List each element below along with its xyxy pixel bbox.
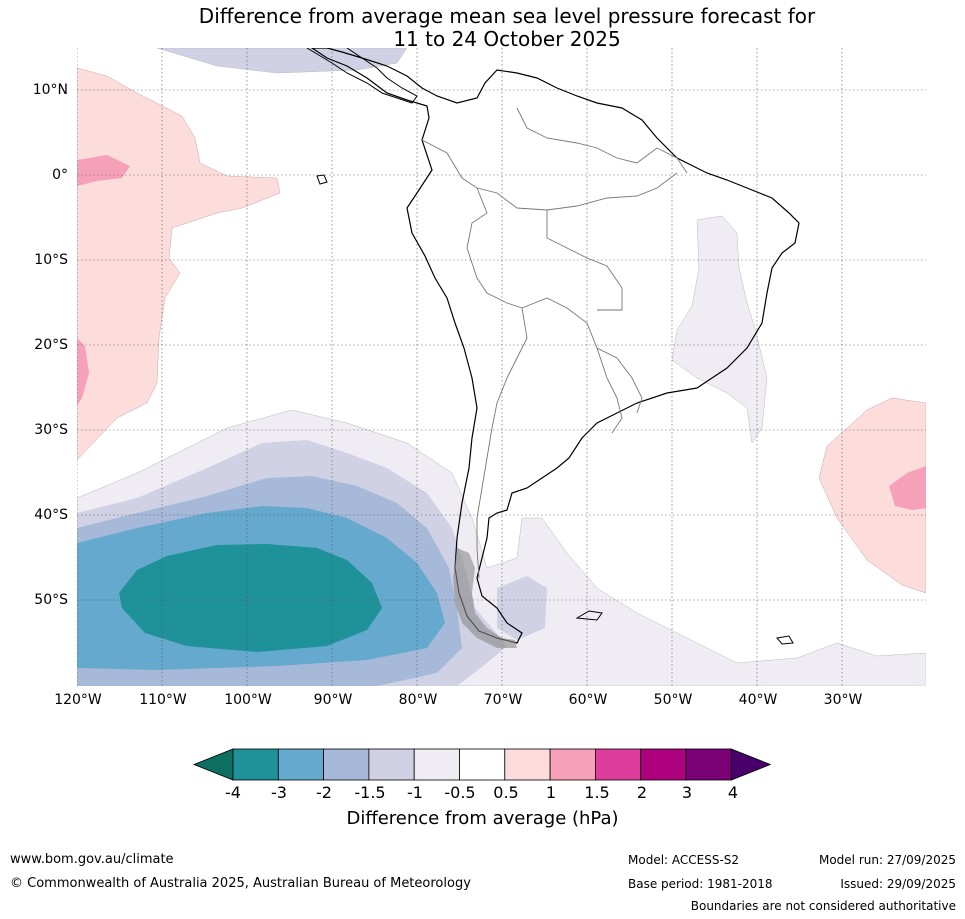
colorbar-cell [549,748,596,781]
colorbar-tick-7: 1 [545,783,557,802]
colorbar-cell [594,748,642,781]
lon-label-50w: 50°W [653,692,693,708]
positive-anomaly-east [818,397,926,594]
map-plot[interactable] [77,48,926,686]
colorbar-tick-3: -1.5 [354,783,386,802]
graticule [77,48,926,686]
patagonia-islands [453,548,517,648]
colorbar-tick-8: 1.5 [584,783,610,802]
colorbar-cell [640,748,687,781]
negative-anomaly-north [156,48,408,74]
positive-anomaly-west [77,67,281,461]
colorbar-tick-4: -1 [407,783,423,802]
colorbar-cell [504,748,551,781]
footer-copyright: © Commonwealth of Australia 2025, Austra… [10,876,471,891]
lat-label-20s: 20°S [34,337,68,353]
colorbar-label: Difference from average (hPa) [346,808,619,829]
colorbar-cell [277,748,325,781]
colorbar-cell [685,748,732,781]
colorbar-tick-2: -2 [316,783,332,802]
negative-anomaly-brazil [671,215,768,444]
pressure-anomaly-map [77,48,926,686]
colorbar-tick-0: -4 [225,783,241,802]
colorbar-extend-low [192,748,234,781]
lat-label-40s: 40°S [34,507,68,523]
country-borders [421,107,688,579]
lat-label-0: 0° [52,167,68,183]
lon-label-110w: 110°W [139,692,187,708]
footer-base-period: Base period: 1981-2018 [628,877,773,891]
colorbar-tick-6: 0.5 [493,783,519,802]
colorbar-tick-1: -3 [271,783,287,802]
south-america-coastline [310,48,800,644]
lon-label-60w: 60°W [568,692,608,708]
title-line-1: Difference from average mean sea level p… [198,4,816,28]
lon-label-80w: 80°W [398,692,438,708]
footer-model: Model: ACCESS-S2 [628,853,740,867]
map-title: Difference from average mean sea level p… [0,5,965,51]
colorbar-extend-high [730,748,772,781]
lon-label-40w: 40°W [738,692,778,708]
lon-label-70w: 70°W [483,692,523,708]
lat-label-10n: 10°N [32,82,68,98]
colorbar-cell [459,748,506,781]
positive-anomaly-west-core-equator [77,155,130,186]
colorbar-tick-5: -0.5 [444,783,476,802]
footer-website[interactable]: www.bom.gov.au/climate [10,852,174,867]
islands [316,174,794,645]
lat-label-50s: 50°S [34,592,68,608]
lat-label-10s: 10°S [34,252,68,268]
footer-issued: Issued: 29/09/2025 [840,877,956,891]
colorbar-cell [323,748,370,781]
colorbar-cell [413,748,460,781]
colorbar-tick-9: 2 [636,783,648,802]
lon-label-120w: 120°W [54,692,102,708]
colorbar-cell [232,748,279,781]
lon-label-90w: 90°W [313,692,353,708]
positive-anomaly-east-core [889,466,926,510]
lon-label-30w: 30°W [823,692,863,708]
negative-anomaly-level-5 [119,544,382,652]
colorbar-tick-11: 4 [727,783,739,802]
lon-label-100w: 100°W [224,692,272,708]
colorbar [192,748,772,781]
title-line-2: 11 to 24 October 2025 [393,27,621,51]
central-america-coastline [306,48,418,104]
colorbar-tick-10: 3 [681,783,693,802]
footer-disclaimer: Boundaries are not considered authoritat… [690,899,956,913]
footer-model-run: Model run: 27/09/2025 [818,853,956,867]
positive-anomaly-west-core-south [77,338,89,406]
lat-label-30s: 30°S [34,422,68,438]
colorbar-cell [368,748,415,781]
